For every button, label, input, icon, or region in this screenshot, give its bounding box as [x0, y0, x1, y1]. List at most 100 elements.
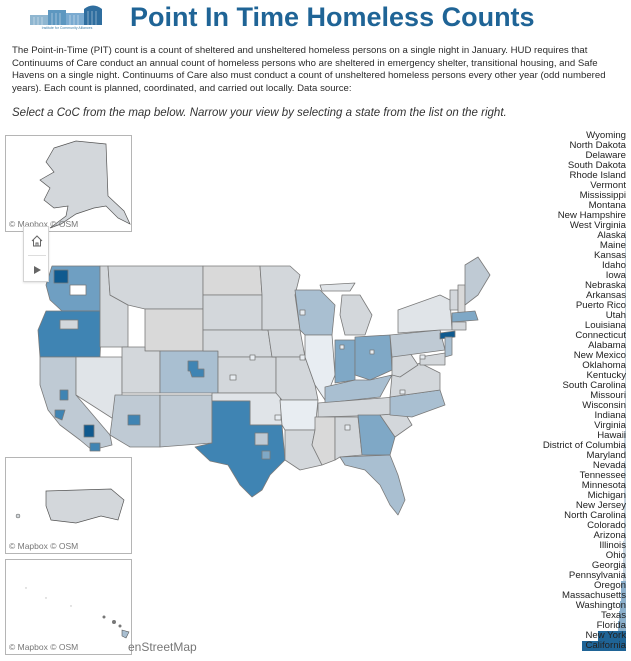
state-list-item[interactable]: Texas [530, 611, 626, 621]
state-label: Minnesota [581, 480, 626, 491]
state-label: Michigan [587, 490, 626, 501]
state-list-item[interactable]: Arkansas [530, 291, 626, 301]
state-list-item[interactable]: California [530, 641, 626, 651]
state-list-item[interactable]: Maine [530, 241, 626, 251]
state-label: Iowa [605, 270, 626, 281]
state-list-item[interactable]: Illinois [530, 541, 626, 551]
state-list-item[interactable]: Michigan [530, 491, 626, 501]
state-list-item[interactable]: Ohio [530, 551, 626, 561]
inset-attribution: © Mapbox © OSM [9, 541, 79, 551]
state-label: Montana [588, 200, 626, 211]
state-list-item[interactable]: North Carolina [530, 511, 626, 521]
state-list-item[interactable]: Hawaii [530, 431, 626, 441]
state-list-item[interactable]: Wyoming [530, 131, 626, 141]
state-bar [625, 231, 626, 241]
state-list-item[interactable]: South Carolina [530, 381, 626, 391]
state-label: Texas [600, 610, 626, 621]
state-list-item[interactable]: New York [530, 631, 626, 641]
state-list-item[interactable]: Georgia [530, 561, 626, 571]
state-label: Arizona [593, 530, 626, 541]
state-list-item[interactable]: Rhode Island [530, 171, 626, 181]
state-list-item[interactable]: New Jersey [530, 501, 626, 511]
state-list-item[interactable]: Arizona [530, 531, 626, 541]
state-list-item[interactable]: Idaho [530, 261, 626, 271]
state-list-item[interactable]: North Dakota [530, 141, 626, 151]
inset-map-hawaii[interactable]: © Mapbox © OSM [5, 559, 132, 655]
state-list-item[interactable]: Nevada [530, 461, 626, 471]
home-button[interactable] [24, 227, 50, 254]
inset-map-alaska[interactable]: © Mapbox © OSM [5, 135, 132, 232]
state-list-item[interactable]: Minnesota [530, 481, 626, 491]
state-label: New Mexico [573, 350, 626, 361]
map-region-connecticut [451, 321, 467, 331]
state-list-item[interactable]: West Virginia [530, 221, 626, 231]
state-list-item[interactable]: Alabama [530, 341, 626, 351]
state-list-item[interactable]: Nebraska [530, 281, 626, 291]
state-list-item[interactable]: Maryland [530, 451, 626, 461]
state-list-item[interactable]: Kansas [530, 251, 626, 261]
state-bar [625, 301, 626, 311]
state-list-item[interactable]: Colorado [530, 521, 626, 531]
map-region-new-hampshire [457, 284, 466, 314]
state-list-item[interactable]: Alaska [530, 231, 626, 241]
state-list-item[interactable]: Florida [530, 621, 626, 631]
state-list-item[interactable]: Pennsylvania [530, 571, 626, 581]
map-region-alabama [334, 416, 363, 461]
state-list-item[interactable]: Oregon [530, 581, 626, 591]
state-list-item[interactable]: New Hampshire [530, 211, 626, 221]
state-list-item[interactable]: New Mexico [530, 351, 626, 361]
state-list-item[interactable]: Iowa [530, 271, 626, 281]
state-list-item[interactable]: South Dakota [530, 161, 626, 171]
page-title: Point In Time Homeless Counts [130, 2, 535, 32]
state-list-item[interactable]: Missouri [530, 391, 626, 401]
map-region-new-york [397, 294, 453, 334]
state-label: Oregon [594, 580, 626, 591]
state-filter-list[interactable]: Wyoming North Dakota Delaware South Dakota R… [530, 131, 626, 651]
state-list-item[interactable]: Connecticut [530, 331, 626, 341]
state-list-item[interactable]: Tennessee [530, 471, 626, 481]
state-list-item[interactable]: Utah [530, 311, 626, 321]
description-text: The Point-in-Time (PIT) count is a count… [12, 45, 606, 94]
state-list-item[interactable]: Wisconsin [530, 401, 626, 411]
state-label: West Virginia [569, 220, 626, 231]
state-bar [624, 531, 626, 541]
state-label: Colorado [587, 520, 626, 531]
state-label: Puerto Rico [575, 300, 626, 311]
map-region-pennsylvania [389, 329, 446, 358]
state-list-item[interactable]: Mississippi [530, 191, 626, 201]
state-bar [625, 261, 626, 271]
state-list-item[interactable]: Louisiana [530, 321, 626, 331]
state-list-item[interactable]: Vermont [530, 181, 626, 191]
map-region-indiana [334, 339, 356, 384]
state-list-item[interactable]: Massachusetts [530, 591, 626, 601]
state-bar [625, 451, 626, 461]
state-list-item[interactable]: Indiana [530, 411, 626, 421]
map-controls [23, 226, 49, 282]
state-list-item[interactable]: Kentucky [530, 371, 626, 381]
state-bar [625, 331, 626, 341]
state-bar [621, 581, 626, 591]
us-coc-map[interactable] [0, 125, 560, 661]
state-label: Mississippi [579, 190, 626, 201]
map-region-south-dakota [202, 294, 263, 331]
state-label: Maine [599, 240, 626, 251]
inset-map-puerto-rico[interactable]: © Mapbox © OSM [5, 457, 132, 554]
play-button[interactable] [24, 256, 50, 283]
state-label: Massachusetts [562, 590, 626, 601]
state-list-item[interactable]: Montana [530, 201, 626, 211]
state-list-item[interactable]: Puerto Rico [530, 301, 626, 311]
inset-attribution: © Mapbox © OSM [9, 642, 79, 652]
state-bar [624, 491, 626, 501]
state-bar [624, 431, 626, 441]
state-list-item[interactable]: Delaware [530, 151, 626, 161]
state-list-item[interactable]: Oklahoma [530, 361, 626, 371]
state-list-item[interactable]: Virginia [530, 421, 626, 431]
state-label: New Hampshire [557, 210, 626, 221]
state-label: Alaska [597, 230, 626, 241]
state-list-item[interactable]: District of Columbia [530, 441, 626, 451]
state-bar [625, 351, 626, 361]
state-label: Hawaii [597, 430, 626, 441]
state-list-item[interactable]: Washington [530, 601, 626, 611]
map-region-kansas [217, 356, 277, 394]
map-area[interactable]: © Mapbox © OSM © Mapbox © OSM [0, 125, 560, 661]
